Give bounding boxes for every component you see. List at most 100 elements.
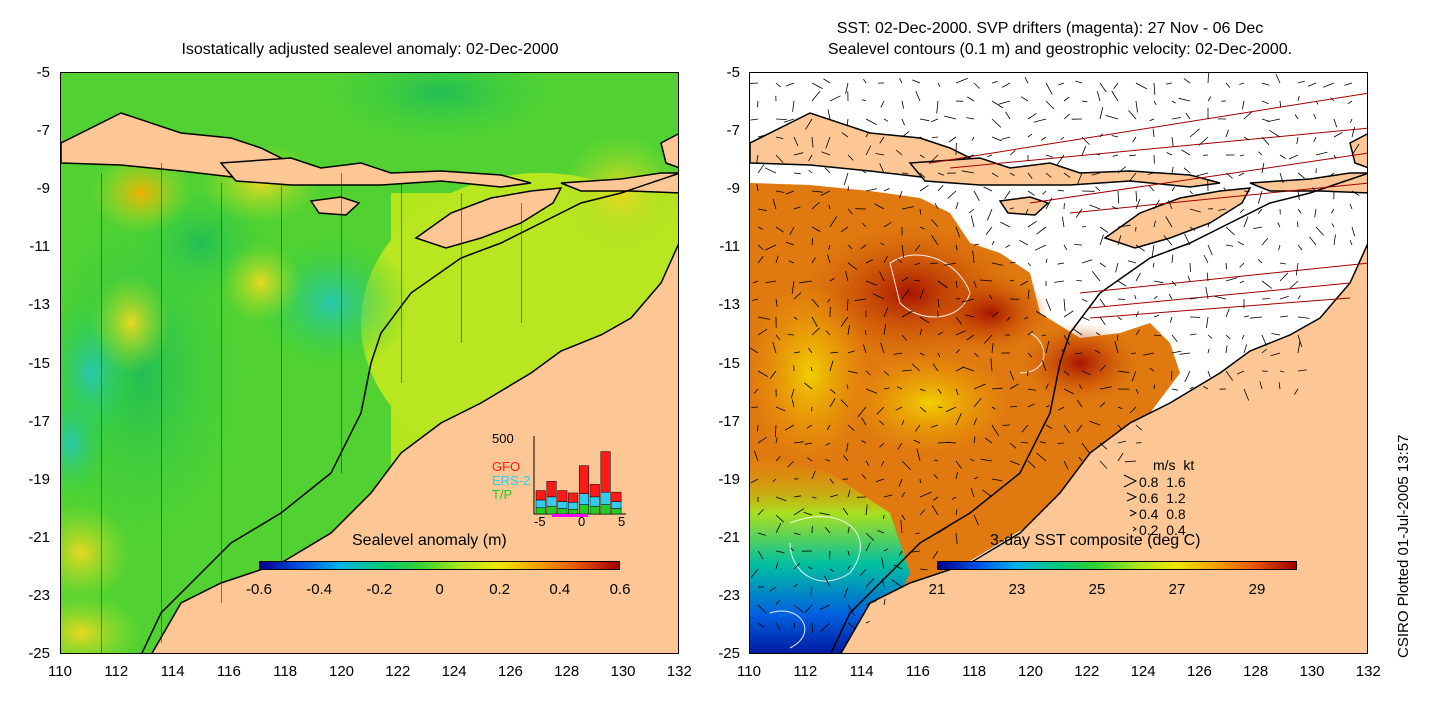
velocity-arrow	[846, 298, 849, 311]
histogram-ymax-label: 500	[492, 431, 514, 446]
velocity-arrow	[1171, 117, 1181, 120]
velocity-arrow	[901, 172, 909, 174]
y-tick-label: -7	[36, 122, 50, 140]
histogram-bar-gfo	[546, 480, 557, 498]
velocity-arrow	[829, 278, 835, 282]
velocity-arrow	[1057, 262, 1065, 265]
y-tick-label: -5	[726, 64, 740, 81]
velocity-arrow	[968, 208, 975, 214]
velocity-arrow	[1203, 386, 1209, 390]
velocity-arrow	[1045, 172, 1052, 178]
velocity-arrow	[1076, 399, 1083, 408]
velocity-arrow	[861, 417, 867, 426]
velocity-arrow	[827, 298, 831, 303]
velocity-arrow	[883, 255, 888, 264]
velocity-arrow	[987, 154, 993, 158]
velocity-arrow	[1171, 186, 1175, 192]
velocity-arrow	[1024, 77, 1029, 84]
velocity-arrow	[775, 550, 785, 554]
velocity-arrow	[1041, 360, 1047, 372]
velocity-arrow	[793, 206, 801, 210]
velocity-arrow	[934, 202, 939, 210]
velocity-arrow	[1006, 316, 1011, 321]
velocity-arrow	[937, 526, 949, 534]
velocity-arrow	[962, 154, 975, 159]
velocity-arrow	[845, 82, 849, 94]
velocity-arrow	[1315, 100, 1319, 105]
velocity-arrow	[1243, 190, 1250, 192]
velocity-arrow	[846, 442, 849, 452]
velocity-arrow	[810, 586, 813, 595]
velocity-arrow	[1258, 190, 1263, 204]
velocity-arrow	[919, 568, 928, 571]
velocity-arrow	[1297, 244, 1303, 251]
velocity-arrow	[757, 328, 768, 336]
velocity-arrow	[933, 474, 939, 480]
velocity-arrow	[1261, 82, 1270, 86]
x-tick-label: 114	[849, 663, 874, 680]
velocity-arrow	[775, 82, 781, 88]
velocity-arrow	[1297, 295, 1301, 300]
velocity-arrow	[1206, 316, 1209, 329]
velocity-arrow	[955, 202, 959, 210]
velocity-arrow	[1225, 345, 1228, 354]
velocity-arrow	[1019, 239, 1029, 246]
velocity-arrow	[955, 316, 962, 325]
velocity-arrow	[1237, 370, 1245, 375]
x-tick-label: 128	[554, 663, 580, 680]
velocity-arrow	[1313, 136, 1317, 143]
y-tick-label: -25	[718, 645, 740, 662]
velocity-arrow	[1020, 96, 1029, 102]
velocity-arrow	[821, 151, 831, 156]
right-map-title-line2: Sealevel contours (0.1 m) and geostrophi…	[827, 41, 1293, 58]
velocity-arrow	[896, 149, 903, 156]
velocity-arrow	[1009, 370, 1015, 381]
velocity-arrow	[829, 494, 839, 498]
velocity-arrow	[914, 424, 921, 432]
velocity-arrow	[879, 271, 885, 282]
velocity-arrow	[1225, 334, 1231, 340]
velocity-arrow	[955, 472, 958, 480]
velocity-arrow	[1243, 344, 1248, 354]
velocity-arrow	[1135, 190, 1138, 202]
velocity-arrow	[775, 226, 784, 233]
velocity-arrow	[1027, 220, 1037, 228]
velocity-arrow	[955, 280, 958, 289]
velocity-arrow	[825, 442, 831, 446]
histogram-bar-ers	[611, 501, 622, 509]
velocity-arrow	[1076, 280, 1083, 282]
velocity-key-row: 0.2 0.4	[1139, 522, 1186, 538]
velocity-arrow	[991, 406, 996, 410]
velocity-arrow	[983, 186, 993, 192]
velocity-arrow	[1045, 424, 1053, 429]
velocity-arrow	[1036, 452, 1047, 462]
velocity-arrow	[825, 330, 831, 336]
velocity-arrow	[1189, 190, 1194, 195]
x-tick-label: 120	[328, 663, 355, 680]
histogram-bar-ers	[557, 501, 568, 509]
velocity-arrow	[1135, 329, 1140, 336]
velocity-arrow	[757, 163, 765, 174]
velocity-arrow	[937, 298, 940, 308]
velocity-arrow	[955, 532, 958, 545]
velocity-arrow	[1295, 262, 1299, 276]
velocity-arrow	[1171, 254, 1174, 264]
velocity-arrow	[955, 226, 961, 238]
y-tick-label: -17	[718, 412, 740, 430]
velocity-arrow	[750, 478, 759, 484]
velocity-arrow	[970, 215, 975, 228]
velocity-arrow	[1258, 151, 1263, 156]
velocity-arrow	[793, 532, 801, 536]
velocity-arrow	[1078, 456, 1083, 462]
velocity-arrow	[931, 136, 939, 138]
velocity-arrow	[793, 583, 798, 588]
velocity-arrow	[899, 190, 903, 199]
velocity-arrow	[1045, 298, 1052, 311]
velocity-arrow	[955, 77, 968, 84]
velocity-arrow	[1135, 272, 1141, 282]
x-tick-label: 112	[793, 663, 818, 680]
velocity-arrow	[1238, 172, 1245, 177]
y-tick-label: -25	[28, 645, 50, 662]
velocity-arrow	[1205, 286, 1209, 300]
velocity-arrow	[1135, 388, 1139, 395]
